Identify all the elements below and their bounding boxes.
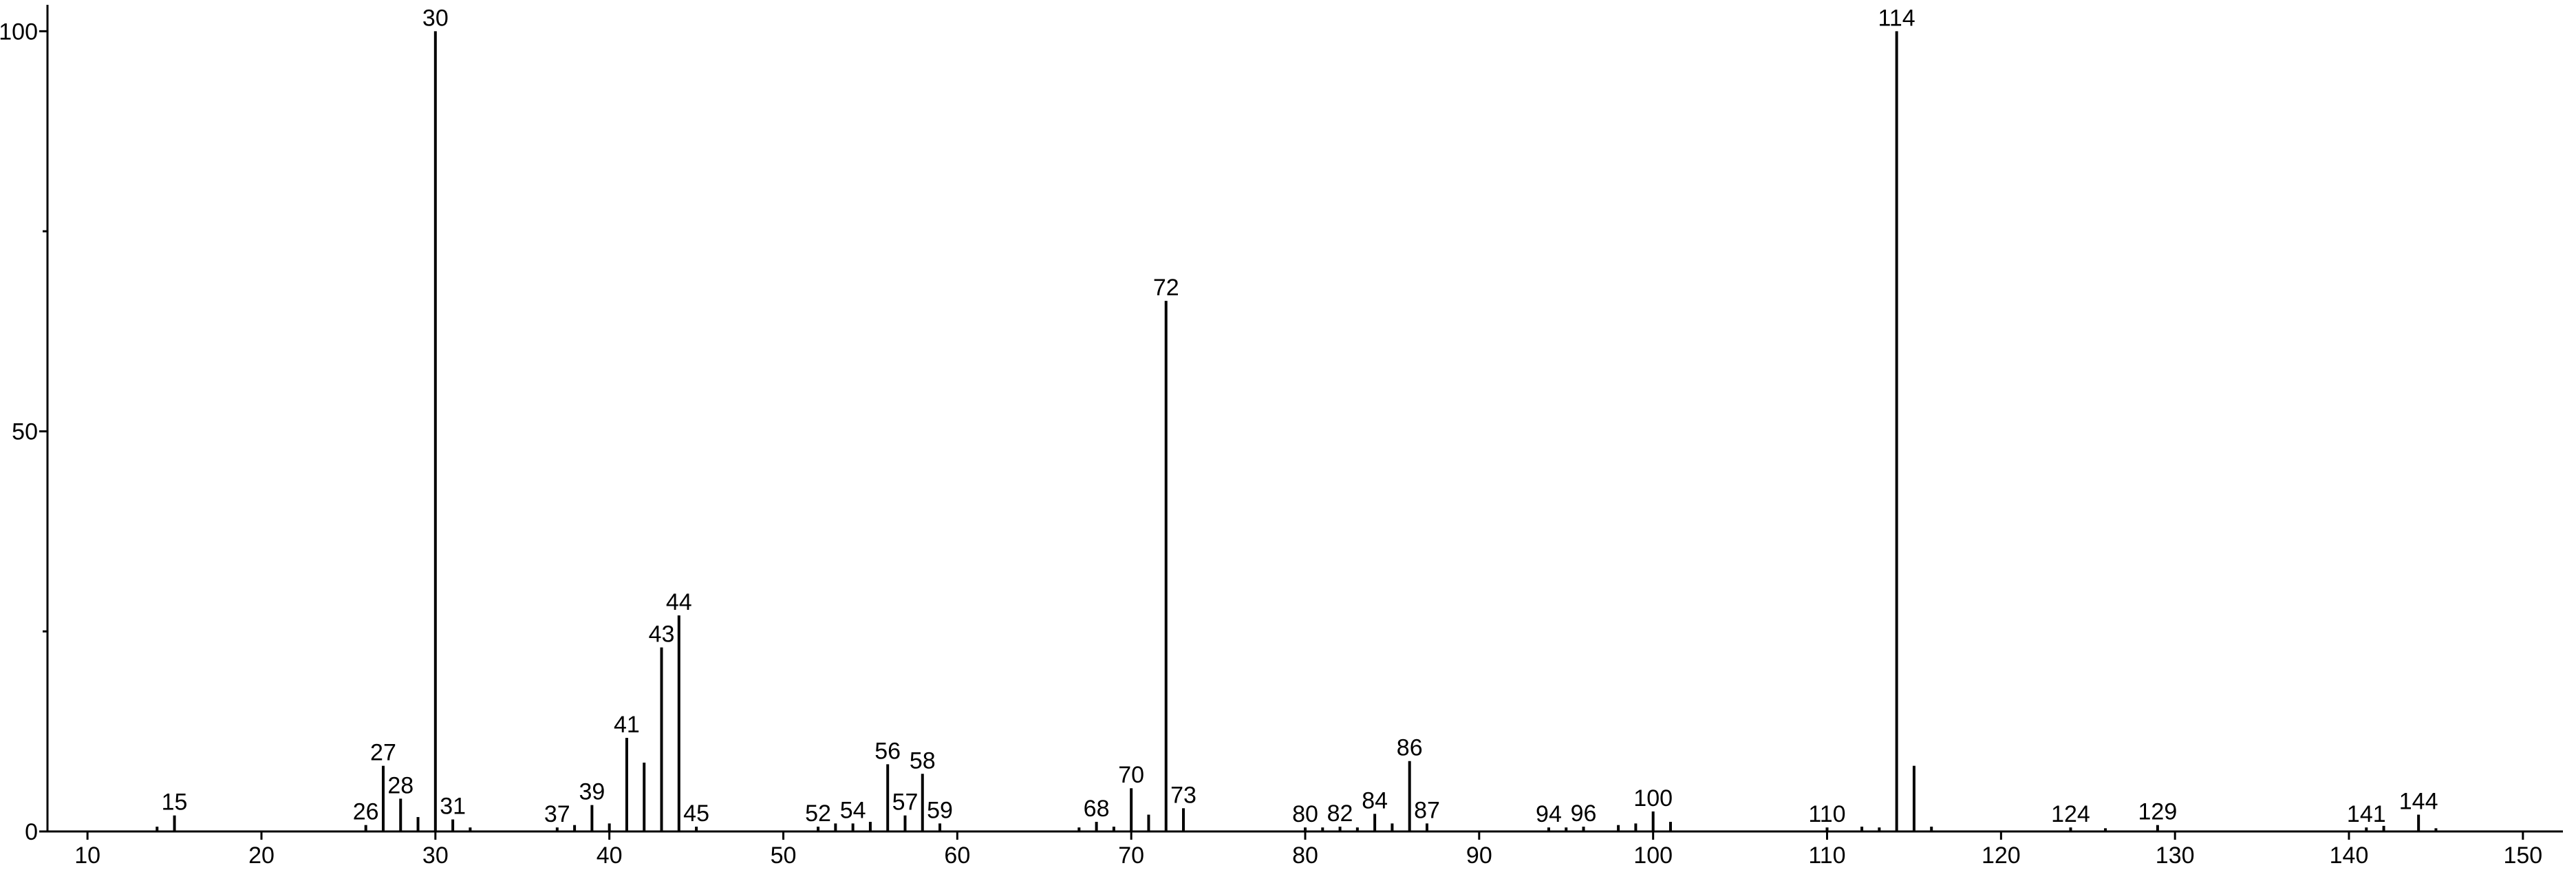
peak-label: 45 <box>683 800 709 827</box>
x-tick-label: 80 <box>1292 842 1318 869</box>
x-tick-label: 100 <box>1633 842 1673 869</box>
x-tick-label: 10 <box>74 842 100 869</box>
x-tick-label: 110 <box>1808 842 1845 869</box>
peak-label: 110 <box>1808 801 1845 827</box>
peak-label: 30 <box>422 5 449 31</box>
peak-label: 26 <box>353 799 379 825</box>
x-tick-label: 40 <box>597 842 623 869</box>
peak-label: 68 <box>1084 796 1110 822</box>
peak-label: 39 <box>579 779 605 805</box>
peak-label: 52 <box>805 800 831 827</box>
x-tick-label: 60 <box>944 842 970 869</box>
x-tick-label: 150 <box>2503 842 2542 869</box>
peak-label: 41 <box>614 712 640 738</box>
peak-label: 124 <box>2051 801 2090 827</box>
peak-label: 54 <box>840 797 866 823</box>
peak-label: 59 <box>927 797 953 823</box>
peak-label: 82 <box>1327 800 1353 827</box>
x-tick-label: 30 <box>422 842 449 869</box>
peak-label: 80 <box>1292 801 1318 827</box>
peak-label: 43 <box>649 622 675 648</box>
peak-label: 58 <box>910 747 936 774</box>
peak-label: 96 <box>1571 800 1597 827</box>
x-tick-label: 130 <box>2156 842 2195 869</box>
peak-label: 84 <box>1362 787 1388 814</box>
peak-label: 73 <box>1170 782 1196 808</box>
x-tick-label: 50 <box>771 842 797 869</box>
x-tick-label: 20 <box>248 842 275 869</box>
y-tick-label: 0 <box>25 819 38 845</box>
peak-label: 114 <box>1878 5 1915 31</box>
peak-label: 57 <box>892 789 919 816</box>
peak-label: 144 <box>2399 789 2438 815</box>
peak-label: 70 <box>1118 762 1144 788</box>
peak-label: 37 <box>544 801 570 827</box>
y-tick-label: 100 <box>0 19 38 45</box>
x-tick-label: 70 <box>1118 842 1144 869</box>
peak-label: 28 <box>387 772 414 798</box>
peak-label: 27 <box>370 740 396 766</box>
peak-label: 129 <box>2138 799 2178 825</box>
peak-label: 44 <box>666 589 692 615</box>
y-tick-label: 50 <box>12 419 38 445</box>
x-tick-label: 140 <box>2330 842 2369 869</box>
peak-label: 100 <box>1633 785 1673 811</box>
x-tick-label: 120 <box>1982 842 2021 869</box>
peak-label: 72 <box>1153 275 1179 301</box>
peak-label: 87 <box>1414 797 1440 823</box>
peak-label: 56 <box>874 738 901 764</box>
peak-label: 86 <box>1397 735 1423 761</box>
peak-label: 31 <box>440 794 466 820</box>
x-tick-label: 90 <box>1466 842 1492 869</box>
peak-label: 15 <box>162 789 188 816</box>
peak-label: 141 <box>2347 801 2386 827</box>
peak-label: 94 <box>1536 801 1562 827</box>
